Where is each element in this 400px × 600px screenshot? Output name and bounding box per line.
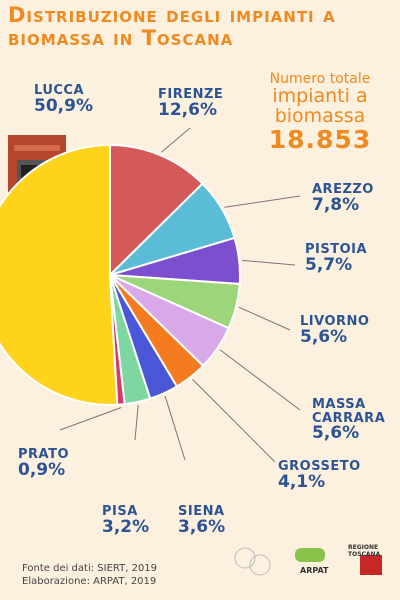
value-label: 5,6%: [312, 423, 360, 444]
pie-slice: [0, 143, 119, 406]
logo-text: ARPAT: [300, 566, 329, 575]
slice-label: Pistoia 5,7%: [305, 243, 367, 274]
category-label: Lucca: [34, 83, 85, 98]
value-label: 3,2%: [102, 516, 150, 537]
total-text: Numero totale: [269, 71, 371, 87]
slice-label: Lucca 50,9%: [34, 84, 93, 115]
leader-lines: [59, 127, 301, 463]
leader-line: [238, 306, 291, 331]
leader-line: [160, 127, 191, 153]
category-label: Grosseto: [278, 459, 361, 474]
slice-label: Livorno 5,6%: [300, 315, 369, 346]
value-label: 3,6%: [178, 516, 226, 537]
source: Fonte dei dati: SIERT, 2019 Elaborazione…: [22, 562, 157, 588]
leader-line: [134, 404, 139, 441]
category-label: Pistoia: [305, 242, 368, 257]
chart-title: Distribuzione degli impianti a biomassa …: [8, 3, 336, 51]
total-number: 18.853: [268, 124, 372, 154]
slice-label: Pisa 3,2%: [102, 505, 149, 536]
category-label: Pisa: [102, 504, 138, 519]
pie-slice: [109, 143, 204, 278]
category-label: Firenze: [158, 87, 224, 102]
category-label: Arezzo: [312, 182, 374, 197]
slice-label: Grosseto 4,1%: [278, 460, 361, 491]
category-label: Livorno: [300, 314, 370, 329]
value-label: 4,1%: [278, 471, 326, 492]
category-label: Siena: [178, 504, 225, 519]
value-label: 5,6%: [300, 326, 348, 347]
logos: [234, 547, 382, 576]
slice-label: Firenze 12,6%: [158, 88, 223, 119]
leader-line: [224, 195, 301, 208]
source-text: Fonte dei dati: SIERT, 2019: [22, 563, 158, 574]
value-label: 5,7%: [305, 254, 353, 275]
slice-label: Prato 0,9%: [18, 448, 69, 479]
value-label: 0,9%: [18, 459, 66, 480]
total-box: Numero totale impianti a biomassa 18.853: [250, 72, 390, 153]
leader-line: [59, 407, 122, 431]
leader-line: [192, 378, 276, 463]
total-text: biomassa: [274, 104, 366, 127]
source-text: Elaborazione: ARPAT, 2019: [22, 576, 157, 587]
slice-label: Massa Carrara 5,6%: [312, 397, 386, 444]
total-text: impianti a: [272, 84, 368, 107]
leader-line: [219, 349, 301, 411]
category-label: Massa Carrara: [312, 397, 386, 426]
slice-label: Siena 3,6%: [178, 505, 225, 536]
leader-line: [164, 395, 186, 461]
pie-slice: [109, 274, 126, 406]
category-label: Prato: [18, 447, 70, 462]
value-label: 7,8%: [312, 194, 360, 215]
logo-text: REGIONE TOSCANA: [348, 544, 381, 558]
value-label: 12,6%: [158, 99, 217, 120]
pie: [0, 143, 241, 406]
leader-line: [242, 259, 296, 266]
slice-label: Arezzo 7,8%: [312, 183, 374, 214]
value-label: 50,9%: [34, 95, 93, 116]
